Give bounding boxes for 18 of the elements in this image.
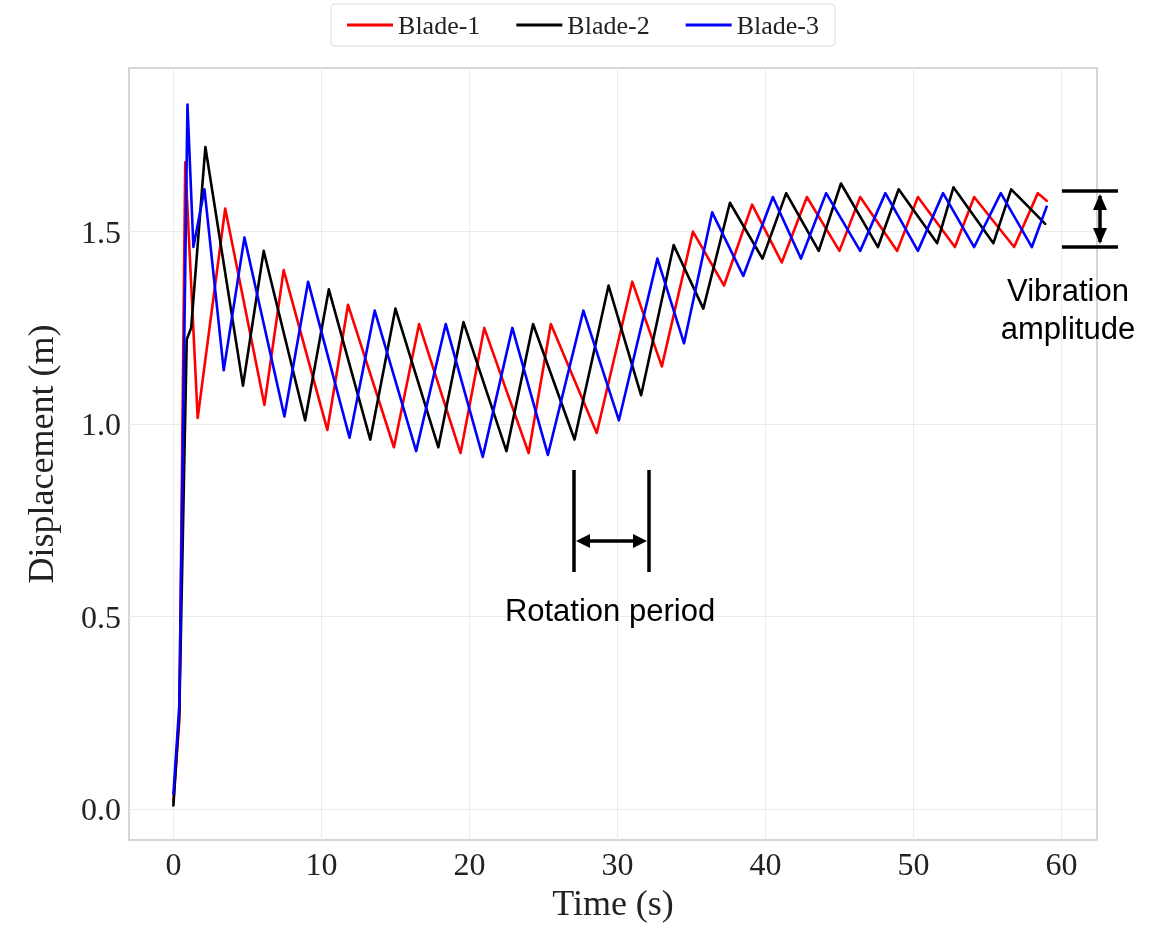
legend-label: Blade-3: [736, 10, 819, 40]
x-tick-label: 0: [165, 846, 182, 882]
y-tick-label: 1.5: [81, 213, 121, 250]
x-axis-title: Time (s): [552, 882, 674, 923]
x-tick-label: 20: [453, 846, 486, 882]
x-tick-label: 30: [601, 846, 634, 882]
annotation: Rotation period: [504, 592, 716, 630]
x-tick-label: 10: [305, 846, 338, 882]
annotation: Vibration amplitude: [1000, 272, 1136, 348]
y-tick-label: 0.5: [81, 598, 121, 635]
y-tick-label: 1.0: [81, 406, 121, 443]
legend-label: Blade-2: [567, 10, 650, 40]
x-tick-label: 50: [897, 846, 930, 882]
x-tick-label: 60: [1045, 846, 1078, 882]
y-tick-label: 0.0: [81, 791, 121, 828]
legend-label: Blade-1: [398, 10, 481, 40]
x-tick-label: 40: [749, 846, 782, 882]
y-axis-title: Displacement (m): [21, 324, 61, 584]
